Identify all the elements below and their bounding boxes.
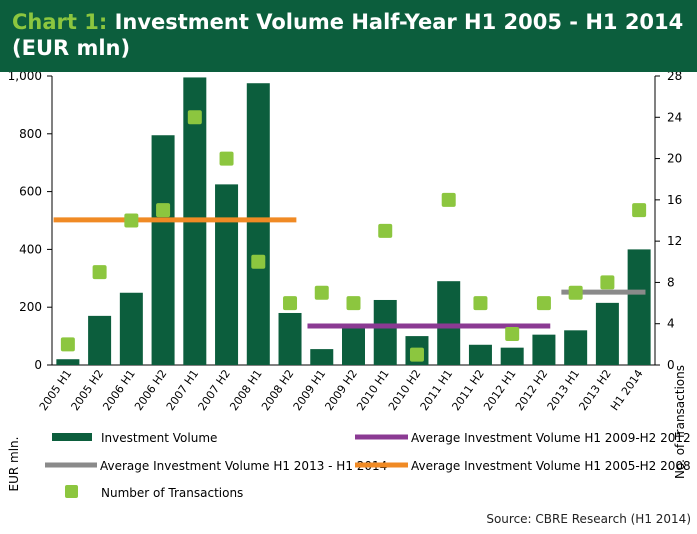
y-tick-label-right: 28 <box>667 72 682 83</box>
bar-investment-volume <box>278 312 302 365</box>
point-transactions <box>314 285 329 300</box>
point-transactions <box>124 213 139 228</box>
point-transactions <box>92 265 107 280</box>
legend-label-investment-volume: Investment Volume <box>101 431 217 445</box>
legend-label-average-2009-2012: Average Investment Volume H1 2009-H2 201… <box>411 431 691 445</box>
y-tick-label-right: 20 <box>667 152 682 166</box>
point-transactions <box>441 192 456 207</box>
point-transactions <box>156 203 171 218</box>
point-transactions <box>505 327 520 342</box>
point-transactions <box>568 285 583 300</box>
bar-investment-volume <box>246 83 270 365</box>
point-transactions <box>409 347 424 362</box>
y-tick-label-right: 8 <box>667 275 675 289</box>
bar-investment-volume <box>310 349 334 365</box>
y-tick-label-left: 600 <box>19 185 42 199</box>
y-tick-label-right: 24 <box>667 110 682 124</box>
y-tick-label-right: 4 <box>667 317 675 331</box>
y-tick-label-right: 12 <box>667 234 682 248</box>
bar-investment-volume <box>468 344 492 365</box>
bar-investment-volume <box>564 330 588 365</box>
chart-title-text: Investment Volume Half-Year H1 2005 - H1… <box>12 10 684 60</box>
bar-investment-volume <box>437 281 461 365</box>
y-tick-label-left: 1,000 <box>8 72 42 83</box>
chart-title-prefix: Chart 1: <box>12 10 108 34</box>
bar-investment-volume <box>151 135 175 365</box>
y-tick-label-left: 0 <box>34 358 42 372</box>
point-transactions <box>283 296 298 311</box>
bar-investment-volume <box>627 249 651 365</box>
y-tick-label-right: 16 <box>667 193 682 207</box>
y-tick-label-left: 800 <box>19 127 42 141</box>
chart-header: Chart 1: Investment Volume Half-Year H1 … <box>0 0 697 72</box>
x-tick-label: H1 2014 <box>608 367 645 413</box>
point-transactions <box>378 223 393 238</box>
legend-swatch-transactions <box>65 485 78 498</box>
bar-investment-volume <box>88 315 112 365</box>
point-transactions <box>60 337 75 352</box>
bar-investment-volume <box>215 184 239 365</box>
y-axis-label-right: No. of Transactions <box>673 365 687 479</box>
bar-investment-volume <box>119 292 143 365</box>
bar-investment-volume <box>532 334 556 365</box>
bar-investment-volume <box>500 347 524 365</box>
bar-investment-volume <box>342 327 365 365</box>
point-transactions <box>536 296 551 311</box>
bar-investment-volume <box>56 359 80 365</box>
bar-investment-volume <box>373 299 397 365</box>
legend-label-average-2013-2014: Average Investment Volume H1 2013 - H1 2… <box>100 459 387 473</box>
legend-swatch-investment-volume <box>52 433 92 441</box>
y-axis-label-left: EUR mln. <box>7 437 21 492</box>
source-note: Source: CBRE Research (H1 2014) <box>486 512 691 526</box>
y-tick-label-left: 200 <box>19 300 42 314</box>
y-tick-label-left: 400 <box>19 242 42 256</box>
point-transactions <box>187 110 202 125</box>
y-tick-label-right: 0 <box>667 358 675 372</box>
bar-investment-volume <box>595 302 619 365</box>
legend-label-average-2005-2008: Average Investment Volume H1 2005-H2 200… <box>411 459 691 473</box>
point-transactions <box>346 296 361 311</box>
point-transactions <box>473 296 488 311</box>
point-transactions <box>632 203 647 218</box>
point-transactions <box>251 254 266 269</box>
point-transactions <box>600 275 615 290</box>
point-transactions <box>219 151 234 166</box>
legend-label-transactions: Number of Transactions <box>101 486 243 500</box>
chart-title: Chart 1: Investment Volume Half-Year H1 … <box>12 9 685 61</box>
